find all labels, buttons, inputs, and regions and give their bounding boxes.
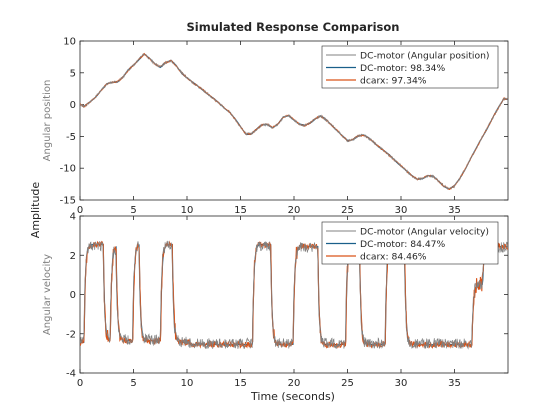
data-lines — [80, 52, 508, 191]
x-tick-label: 35 — [448, 205, 461, 216]
x-tick-label: 5 — [130, 205, 136, 216]
y-tick-label: 0 — [70, 100, 76, 111]
x-tick-label: 0 — [77, 378, 83, 389]
legend-label: DC-motor (Angular position) — [360, 51, 490, 62]
y-tick-label: -2 — [66, 329, 76, 340]
x-tick-label: 25 — [341, 378, 354, 389]
y-tick-label: 5 — [70, 68, 76, 79]
x-tick-label: 0 — [77, 205, 83, 216]
y-tick-label: -5 — [66, 132, 76, 143]
legend: DC-motor (Angular position)DC-motor: 98.… — [321, 45, 499, 89]
x-tick-label: 10 — [181, 205, 194, 216]
x-tick-label: 25 — [341, 205, 354, 216]
legend-label: DC-motor (Angular velocity) — [360, 227, 489, 238]
data-lines — [80, 240, 508, 350]
y-tick-label: 10 — [63, 37, 76, 48]
legend-label: DC-motor: 98.34% — [360, 63, 446, 74]
legend-label: dcarx: 97.34% — [360, 76, 427, 87]
y-tick-label: -10 — [60, 164, 76, 175]
legend: DC-motor (Angular velocity)DC-motor: 84.… — [321, 221, 499, 265]
x-tick-label: 5 — [130, 378, 136, 389]
legend-label: dcarx: 84.46% — [360, 252, 427, 263]
series-line-measured — [80, 53, 508, 190]
y-tick-label: 4 — [70, 212, 76, 223]
x-tick-label: 30 — [395, 378, 408, 389]
legend-label: DC-motor: 84.47% — [360, 239, 446, 250]
x-tick-label: 20 — [288, 205, 301, 216]
x-tick-label: 15 — [234, 205, 247, 216]
y-axis-label: Angular position — [42, 80, 53, 162]
x-tick-label: 10 — [181, 378, 194, 389]
y-tick-label: -4 — [66, 369, 76, 380]
amplitude-label: Amplitude — [29, 182, 42, 239]
top-axes-angular-position: 0 5 10 15 20 25 30 35 -15 -10 -5 0 5 10 Angular positi… — [42, 37, 509, 216]
x-axis-label: Time (seconds) — [250, 390, 335, 403]
x-tick-label: 15 — [234, 378, 247, 389]
x-tick-label: 20 — [288, 378, 301, 389]
chart-title: Simulated Response Comparison — [187, 20, 400, 34]
y-tick-label: -15 — [60, 196, 76, 207]
bottom-axes-angular-velocity: 0 5 10 15 20 25 30 35 -4 -2 0 2 4 Angular velocity DC-… — [42, 212, 509, 389]
y-axis-label: Angular velocity — [42, 254, 53, 335]
x-tick-label: 35 — [448, 378, 461, 389]
y-tick-label: 2 — [70, 251, 76, 262]
series-line-measured — [80, 240, 508, 350]
y-tick-label: 0 — [70, 290, 76, 301]
x-tick-label: 30 — [395, 205, 408, 216]
